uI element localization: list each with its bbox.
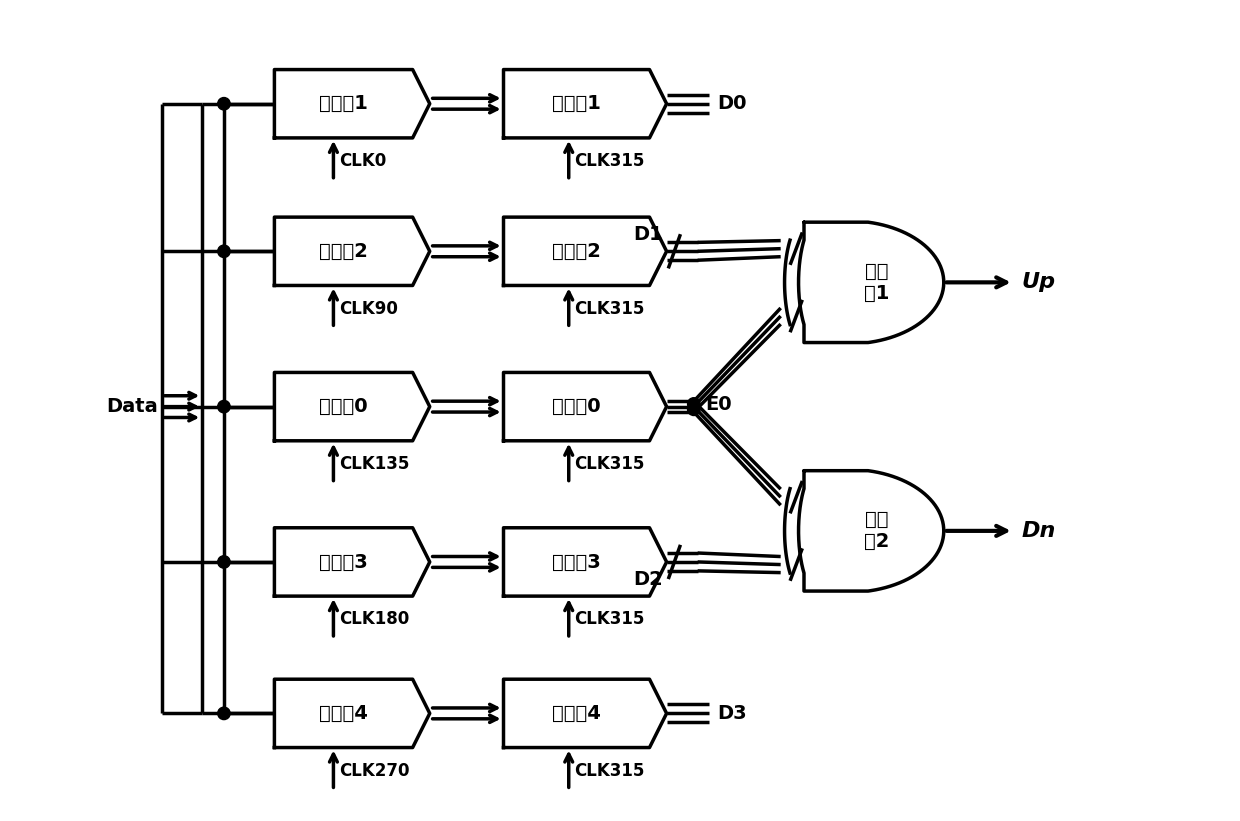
Text: CLK315: CLK315 — [574, 610, 645, 628]
Text: D2: D2 — [632, 570, 662, 589]
Circle shape — [687, 397, 701, 410]
Polygon shape — [503, 679, 667, 748]
Text: 异或
门2: 异或 门2 — [863, 511, 889, 552]
Text: CLK315: CLK315 — [574, 762, 645, 780]
Text: 同步器4: 同步器4 — [552, 704, 601, 722]
Text: 同步器3: 同步器3 — [552, 553, 601, 571]
Text: CLK180: CLK180 — [339, 610, 409, 628]
Text: 采样器3: 采样器3 — [319, 553, 368, 571]
Text: Up: Up — [1022, 273, 1055, 292]
Circle shape — [218, 245, 231, 258]
Polygon shape — [274, 70, 430, 138]
Text: 同步器2: 同步器2 — [552, 242, 601, 261]
Polygon shape — [503, 217, 667, 286]
Polygon shape — [799, 222, 944, 342]
Text: D1: D1 — [632, 225, 662, 244]
Circle shape — [218, 556, 231, 568]
Text: E0: E0 — [706, 395, 732, 414]
Text: D3: D3 — [717, 704, 746, 722]
Text: CLK0: CLK0 — [339, 152, 386, 170]
Polygon shape — [503, 373, 667, 441]
Text: D0: D0 — [717, 94, 746, 113]
Polygon shape — [503, 528, 667, 596]
Text: Dn: Dn — [1022, 521, 1055, 541]
Text: CLK315: CLK315 — [574, 152, 645, 170]
Text: CLK270: CLK270 — [339, 762, 409, 780]
Text: 采样器2: 采样器2 — [319, 242, 368, 261]
Text: 同步器1: 同步器1 — [552, 94, 601, 113]
Polygon shape — [274, 679, 430, 748]
Text: 采样器0: 采样器0 — [319, 397, 368, 416]
Text: CLK135: CLK135 — [339, 455, 409, 473]
Polygon shape — [274, 373, 430, 441]
Polygon shape — [274, 528, 430, 596]
Circle shape — [687, 403, 701, 415]
Text: CLK315: CLK315 — [574, 300, 645, 318]
Polygon shape — [503, 70, 667, 138]
Text: 采样器4: 采样器4 — [319, 704, 368, 722]
Text: CLK315: CLK315 — [574, 455, 645, 473]
Text: Data: Data — [107, 397, 157, 416]
Text: 采样器1: 采样器1 — [319, 94, 368, 113]
Circle shape — [218, 707, 231, 719]
Text: CLK90: CLK90 — [339, 300, 398, 318]
Circle shape — [218, 98, 231, 110]
Text: 异或
门1: 异或 门1 — [863, 262, 889, 303]
Circle shape — [218, 401, 231, 413]
Polygon shape — [799, 470, 944, 591]
Polygon shape — [274, 217, 430, 286]
Text: 同步器0: 同步器0 — [552, 397, 601, 416]
